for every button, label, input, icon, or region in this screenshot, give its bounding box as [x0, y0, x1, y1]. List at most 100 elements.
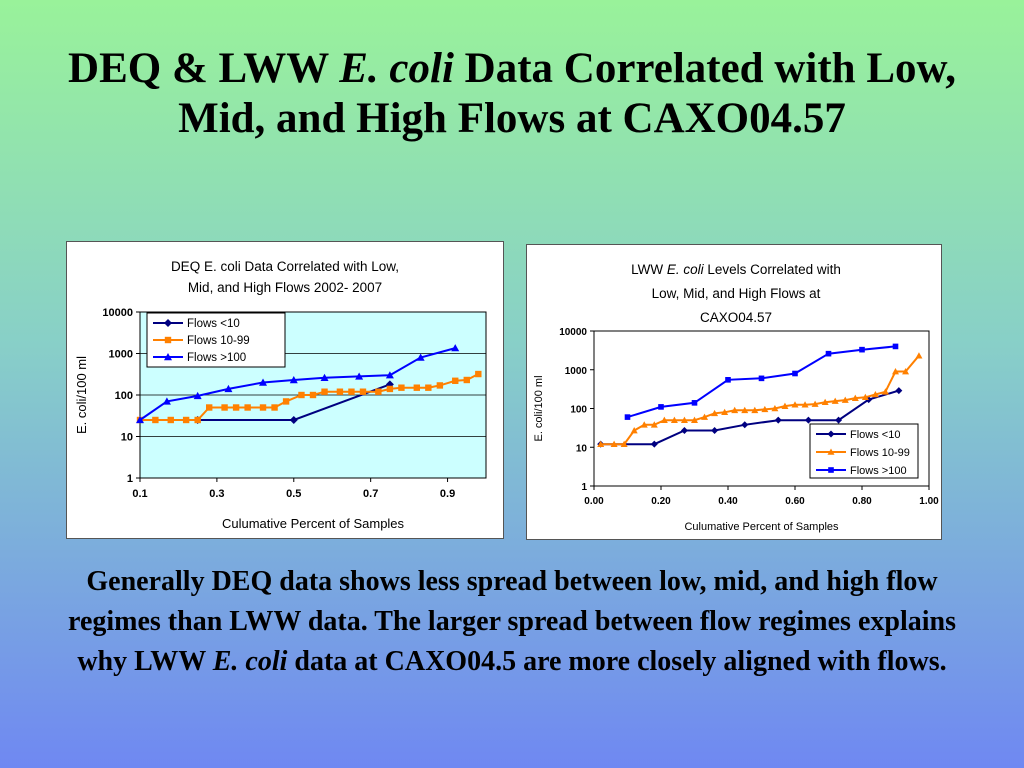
lww-y-axis-label: E. coli/100 ml: [533, 375, 545, 441]
deq-data-point: [452, 377, 459, 384]
lww-x-tick-label: 0.60: [785, 496, 805, 507]
deq-legend-label: Flows >100: [187, 352, 246, 364]
lww-data-point: [701, 413, 709, 420]
deq-title-line: DEQ E. coli Data Correlated with Low,: [171, 259, 399, 274]
lww-legend-label: Flows 10-99: [850, 447, 910, 459]
lww-y-tick-label: 100: [570, 405, 587, 416]
deq-data-point: [475, 370, 482, 378]
lww-data-point: [902, 368, 910, 375]
lww-data-point: [640, 421, 648, 428]
lww-chart-svg: LWW E. coli Levels Correlated with Low, M…: [533, 262, 939, 533]
lww-data-point: [725, 377, 731, 383]
lww-title-part: Levels Correlated with: [704, 262, 841, 277]
slide-caption: Generally DEQ data shows less spread bet…: [60, 562, 964, 682]
deq-data-point: [232, 404, 240, 411]
deq-legend-marker: [164, 319, 172, 327]
deq-data-point: [162, 397, 171, 405]
deq-data-point: [416, 353, 425, 361]
lww-y-tick-label: 10: [576, 443, 588, 454]
deq-title-line: Mid, and High Flows 2002- 2007: [188, 280, 382, 295]
deq-data-point: [321, 388, 328, 395]
deq-data-point: [320, 373, 329, 381]
lww-data-point: [691, 400, 698, 406]
deq-y-tick-label: 100: [115, 390, 133, 402]
lww-data-point: [680, 427, 688, 435]
lww-data-point: [895, 387, 903, 395]
deq-x-tick-label: 0.1: [132, 488, 147, 500]
deq-legend-label: Flows 10-99: [187, 335, 250, 347]
lww-y-tick-label: 10000: [559, 327, 587, 338]
lww-data-point: [658, 404, 664, 410]
lww-data-point: [892, 368, 899, 375]
lww-data-point: [825, 350, 832, 357]
lww-data-point: [871, 390, 879, 398]
deq-data-point: [259, 404, 267, 411]
deq-data-point: [259, 378, 268, 386]
lww-data-point: [791, 401, 799, 408]
lww-data-point: [650, 440, 658, 448]
deq-legend-marker: [164, 353, 172, 361]
lww-x-tick-label: 0.00: [584, 496, 604, 507]
deq-data-point: [413, 384, 420, 391]
deq-data-point: [385, 371, 394, 379]
lww-data-point: [758, 375, 765, 382]
deq-legend-marker: [164, 336, 172, 344]
deq-series-3: [136, 344, 460, 424]
lww-data-point: [781, 402, 789, 409]
deq-data-point: [221, 404, 228, 411]
lww-series-1: [597, 387, 903, 448]
deq-data-point: [182, 416, 190, 424]
lww-data-point: [670, 416, 678, 423]
lww-data-point: [841, 396, 849, 403]
lww-data-point: [821, 398, 829, 406]
lww-title-line: CAXO04.57: [700, 310, 772, 325]
lww-legend-marker: [827, 430, 835, 438]
deq-data-point: [244, 404, 251, 411]
lww-x-tick-label: 0.80: [852, 496, 872, 507]
deq-data-point: [289, 375, 298, 384]
lww-data-point: [751, 406, 759, 414]
lww-data-point: [792, 370, 798, 377]
lww-legend-label: Flows >100: [850, 465, 907, 477]
caption-part-2: data at CAXO04.5 are more closely aligne…: [287, 646, 947, 677]
deq-data-point: [375, 388, 382, 395]
lww-data-point: [774, 416, 782, 424]
lww-data-point: [650, 421, 658, 428]
deq-x-axis-label: Culumative Percent of Samples: [222, 516, 405, 531]
deq-x-tick-label: 0.7: [363, 488, 378, 500]
lww-data-point: [915, 352, 923, 359]
lww-legend: Flows <10 Flows 10-99 Flows >100: [809, 423, 919, 479]
lww-data-point: [630, 427, 638, 434]
deq-data-point: [298, 391, 305, 399]
deq-legend-label: Flows <10: [187, 318, 240, 330]
deq-data-point: [336, 388, 344, 395]
lww-data-point: [851, 394, 859, 401]
deq-chart-svg: DEQ E. coli Data Correlated with Low, Mid…: [74, 259, 487, 531]
lww-title-part: LWW: [631, 262, 667, 277]
deq-data-point: [309, 391, 317, 399]
deq-data-point: [136, 415, 144, 424]
deq-legend: Flows <10 Flows 10-99 Flows >100: [146, 312, 286, 368]
lww-data-point: [597, 440, 605, 447]
lww-x-tick-label: 0.20: [651, 496, 671, 507]
deq-data-point: [436, 382, 444, 389]
deq-data-point: [386, 385, 394, 393]
lww-x-axis-label: Culumative Percent of Samples: [684, 521, 839, 533]
deq-data-point: [451, 344, 460, 352]
lww-legend-marker: [828, 467, 834, 473]
lww-data-point: [711, 409, 719, 417]
deq-data-point: [425, 384, 432, 391]
lww-title-line: LWW E. coli Levels Correlated with: [631, 262, 841, 277]
lww-data-point: [680, 416, 688, 423]
lww-data-point: [731, 406, 739, 414]
lww-data-point: [741, 421, 749, 429]
caption-part-1: Generally DEQ data shows less spread bet…: [68, 566, 956, 677]
title-part-1: DEQ & LWW: [68, 45, 340, 92]
lww-title-line: Low, Mid, and High Flows at: [652, 286, 821, 301]
deq-data-point: [167, 416, 174, 424]
lww-data-point: [831, 397, 839, 404]
deq-data-point: [271, 404, 278, 411]
deq-data-point: [348, 388, 355, 395]
lww-data-point: [771, 405, 779, 412]
lww-series-2: [597, 352, 923, 447]
